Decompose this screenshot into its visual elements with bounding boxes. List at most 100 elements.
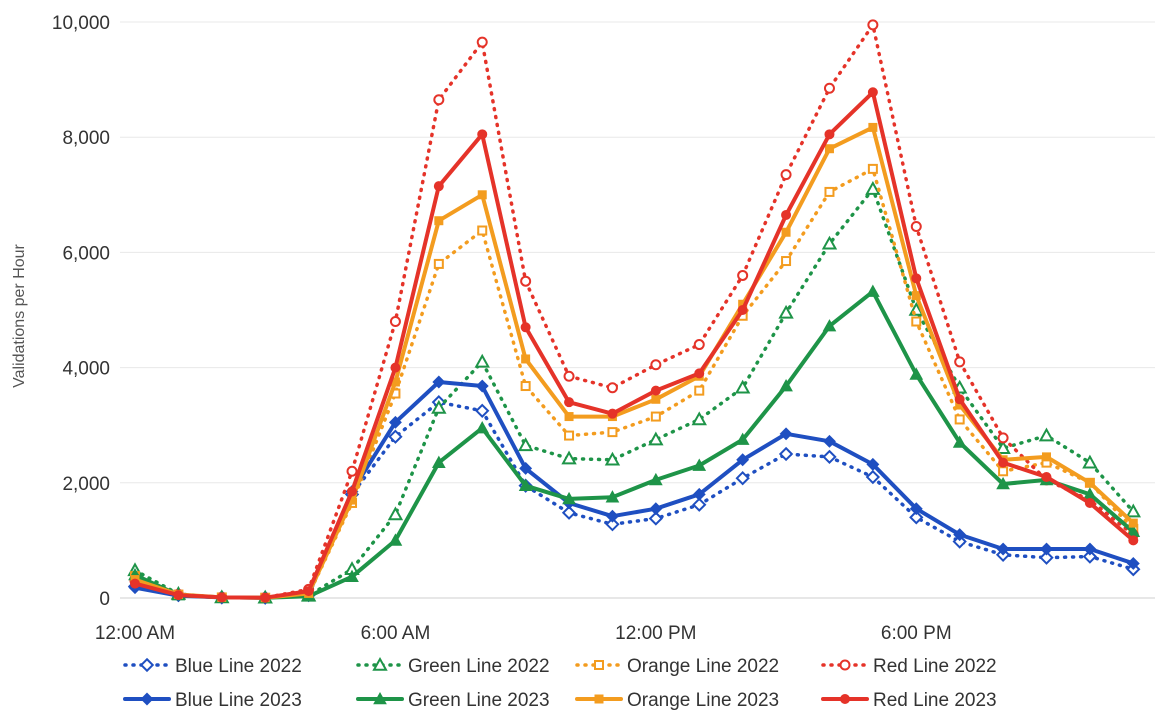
data-point xyxy=(564,430,575,441)
data-point xyxy=(781,256,792,267)
data-point xyxy=(1041,472,1052,483)
x-tick-label: 12:00 PM xyxy=(615,623,696,644)
data-point xyxy=(1084,497,1095,508)
legend-item-green-line-2023: Green Line 2023 xyxy=(356,690,550,711)
series-line xyxy=(133,289,1136,600)
data-point xyxy=(474,353,490,368)
y-tick-label: 0 xyxy=(99,589,110,610)
data-point xyxy=(564,397,575,408)
data-point xyxy=(520,322,531,333)
data-point xyxy=(998,457,1009,468)
data-point xyxy=(475,379,489,393)
data-point xyxy=(607,427,618,438)
data-point xyxy=(822,319,837,332)
data-point xyxy=(432,375,446,389)
data-point xyxy=(911,316,922,327)
series-red-line-2023 xyxy=(130,87,1139,603)
series-line xyxy=(133,125,1136,600)
data-point xyxy=(781,227,791,237)
legend-item-blue-line-2023: Blue Line 2023 xyxy=(123,690,302,711)
legend-marker xyxy=(139,657,155,673)
data-point xyxy=(909,510,924,525)
y-axis-ticks: 0 2,000 4,000 6,000 8,000 10,000 xyxy=(52,13,110,610)
data-point xyxy=(1041,452,1051,462)
legend-marker xyxy=(373,691,387,705)
data-point xyxy=(434,216,444,226)
grid-lines xyxy=(120,21,1155,599)
data-point xyxy=(561,450,577,465)
data-point xyxy=(562,491,576,505)
data-point xyxy=(521,354,531,364)
data-point xyxy=(824,186,835,197)
data-point xyxy=(650,385,661,396)
data-point xyxy=(780,169,792,181)
data-point xyxy=(520,275,532,287)
legend-label: Red Line 2022 xyxy=(873,656,997,677)
data-point xyxy=(781,209,792,220)
data-point xyxy=(911,291,921,301)
data-point xyxy=(563,370,575,382)
data-point xyxy=(996,542,1010,556)
data-point xyxy=(561,505,577,520)
data-point xyxy=(387,506,404,521)
legend-label: Orange Line 2023 xyxy=(627,690,779,711)
data-point xyxy=(517,437,534,452)
y-tick-label: 10,000 xyxy=(52,13,110,34)
data-point xyxy=(692,487,706,501)
data-point xyxy=(823,434,836,448)
data-point xyxy=(865,180,881,195)
data-point xyxy=(952,435,967,448)
data-point xyxy=(604,451,621,466)
series-line xyxy=(133,187,1136,600)
data-point xyxy=(735,471,750,486)
data-point xyxy=(477,129,488,140)
data-point xyxy=(821,235,838,250)
data-point xyxy=(954,414,965,425)
legend-item-orange-line-2022: Orange Line 2022 xyxy=(575,656,779,677)
data-point xyxy=(952,534,967,549)
data-point xyxy=(433,258,444,269)
data-point xyxy=(866,457,880,471)
legend-label: Orange Line 2022 xyxy=(627,656,779,677)
data-point xyxy=(736,453,750,467)
data-point xyxy=(995,440,1011,455)
data-point xyxy=(650,359,662,371)
data-point xyxy=(824,129,835,140)
legend-marker xyxy=(372,656,388,671)
data-point xyxy=(173,590,184,601)
x-tick-label: 6:00 AM xyxy=(361,623,431,644)
data-point xyxy=(605,509,619,523)
data-point xyxy=(778,446,794,462)
data-point xyxy=(1039,550,1054,565)
data-point xyxy=(564,412,574,422)
data-point xyxy=(998,466,1009,477)
legend-item-orange-line-2023: Orange Line 2023 xyxy=(575,690,779,711)
data-point xyxy=(431,399,447,414)
data-point xyxy=(1038,427,1055,442)
legend-marker xyxy=(140,692,154,706)
data-point xyxy=(867,87,878,98)
data-point xyxy=(389,316,401,328)
series-green-line-2023 xyxy=(128,284,1141,604)
data-point xyxy=(910,220,922,232)
data-point xyxy=(605,490,620,503)
data-point xyxy=(1128,518,1138,528)
data-point xyxy=(909,367,924,380)
data-point xyxy=(1082,549,1098,564)
data-point xyxy=(347,486,358,497)
series-blue-line-2022 xyxy=(127,394,1141,605)
data-point xyxy=(1040,542,1053,556)
data-point xyxy=(520,381,531,392)
data-point xyxy=(823,82,835,94)
data-point xyxy=(648,511,664,526)
data-point xyxy=(1082,454,1098,469)
data-point xyxy=(954,356,966,368)
legend-label: Green Line 2023 xyxy=(408,690,550,711)
data-point xyxy=(866,284,880,297)
data-point xyxy=(691,411,707,426)
data-point xyxy=(867,19,879,31)
data-point xyxy=(477,190,487,200)
y-tick-label: 2,000 xyxy=(62,474,110,495)
data-point xyxy=(997,432,1009,444)
